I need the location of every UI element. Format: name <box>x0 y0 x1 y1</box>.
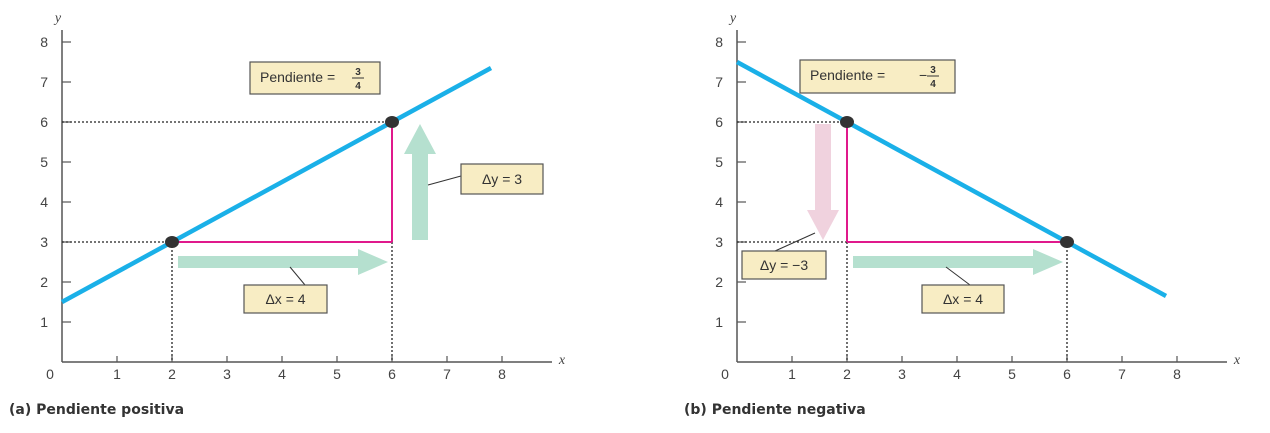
delta-y-label: Δy = 3 <box>482 171 522 187</box>
y-tick-label: 3 <box>40 234 48 250</box>
data-point <box>165 236 179 248</box>
slope-numerator: 3 <box>930 65 936 76</box>
delta-y-arrow <box>404 124 436 240</box>
panel-b: 1 2 3 4 5 6 7 8 1 2 3 4 5 6 7 8 0 y x (b) Pendiente negativ… <box>684 11 1241 418</box>
delta-x-label: Δx = 4 <box>943 291 983 307</box>
y-tick-label: 4 <box>40 194 48 210</box>
x-tick-label: 8 <box>1173 366 1181 382</box>
y-axis-label: y <box>728 11 737 26</box>
data-point <box>1060 236 1074 248</box>
y-tick-label: 5 <box>715 154 723 170</box>
x-tick-label: 6 <box>1063 366 1071 382</box>
origin-label: 0 <box>46 366 54 382</box>
slope-label-text: Pendiente = <box>260 69 335 85</box>
slope-denominator: 4 <box>930 79 936 90</box>
delta-x-label-box <box>243 284 328 314</box>
panel-caption: (a) Pendiente positiva <box>9 402 184 418</box>
slope-numerator: 3 <box>355 67 361 78</box>
delta-y-label-box <box>741 250 827 280</box>
data-point <box>840 116 854 128</box>
rise-run-triangle <box>172 122 393 243</box>
y-tick-label: 1 <box>40 314 48 330</box>
delta-y-leader <box>774 232 816 252</box>
x-tick-label: 4 <box>278 366 286 382</box>
delta-y-label-box <box>460 163 544 195</box>
x-tick-label: 1 <box>113 366 121 382</box>
origin-label: 0 <box>721 366 729 382</box>
delta-x-arrow <box>853 249 1063 275</box>
x-tick-label: 5 <box>1008 366 1016 382</box>
delta-y-leader <box>427 175 462 186</box>
y-tick-label: 2 <box>40 274 48 290</box>
x-tick-label: 3 <box>223 366 231 382</box>
y-tick-label: 2 <box>715 274 723 290</box>
delta-x-arrow <box>178 249 388 275</box>
x-tick-label: 7 <box>1118 366 1126 382</box>
x-tick-label: 2 <box>843 366 851 382</box>
delta-x-label: Δx = 4 <box>265 291 305 307</box>
delta-x-leader <box>289 266 306 286</box>
x-axis-label: x <box>558 353 566 368</box>
data-line <box>60 66 493 304</box>
x-tick-label: 3 <box>898 366 906 382</box>
y-tick-label: 4 <box>715 194 723 210</box>
y-tick-label: 3 <box>715 234 723 250</box>
x-tick-label: 5 <box>333 366 341 382</box>
x-tick-label: 1 <box>788 366 796 382</box>
y-tick-label: 7 <box>715 74 723 90</box>
y-tick-label: 6 <box>40 114 48 130</box>
x-tick-label: 8 <box>498 366 506 382</box>
data-line <box>735 60 1168 298</box>
data-point <box>385 116 399 128</box>
panel-a: 1 2 3 4 5 6 7 8 1 2 3 4 5 6 7 8 0 y x (a) Pendiente positiv… <box>9 11 566 418</box>
y-axis-label: y <box>53 11 62 26</box>
rise-run-triangle <box>846 122 1067 243</box>
slope-sign: − <box>919 67 927 83</box>
delta-x-leader <box>945 266 971 286</box>
y-tick-label: 8 <box>715 34 723 50</box>
slope-denominator: 4 <box>355 81 361 92</box>
x-tick-label: 6 <box>388 366 396 382</box>
slope-label-text: Pendiente = <box>810 67 885 83</box>
delta-x-label-box <box>921 284 1005 314</box>
x-tick-label: 2 <box>168 366 176 382</box>
delta-y-arrow <box>807 124 839 240</box>
y-tick-label: 5 <box>40 154 48 170</box>
y-tick-label: 7 <box>40 74 48 90</box>
y-tick-label: 6 <box>715 114 723 130</box>
y-tick-label: 1 <box>715 314 723 330</box>
y-tick-label: 8 <box>40 34 48 50</box>
x-axis-label: x <box>1233 353 1241 368</box>
panel-caption: (b) Pendiente negativa <box>684 402 866 418</box>
x-tick-label: 7 <box>443 366 451 382</box>
delta-y-label: Δy = −3 <box>760 257 808 273</box>
x-tick-label: 4 <box>953 366 961 382</box>
